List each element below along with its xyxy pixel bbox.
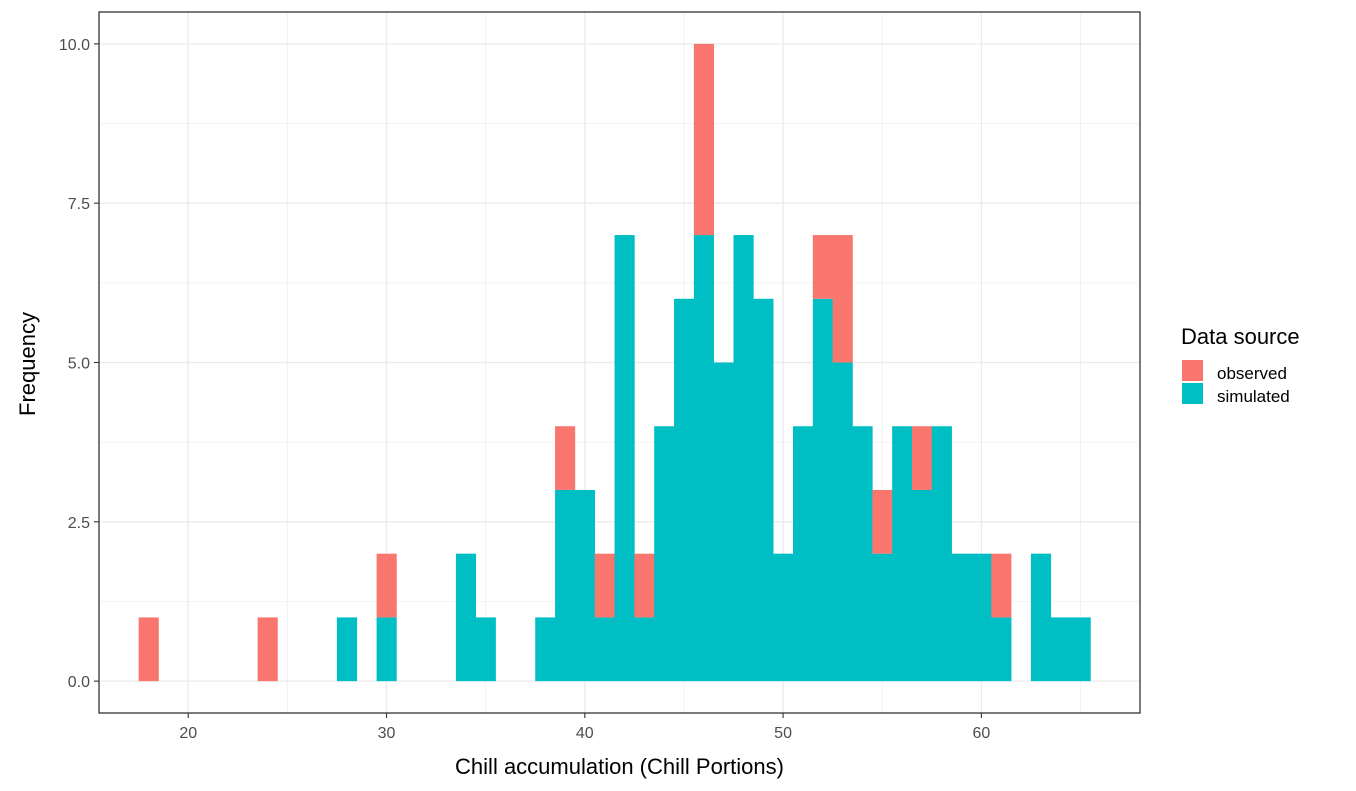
x-tick-label: 60 <box>972 725 990 742</box>
bar-simulated <box>733 235 754 682</box>
bar-observed <box>376 553 397 618</box>
bar-simulated <box>971 553 992 682</box>
bar-simulated <box>931 426 952 682</box>
bar-simulated <box>793 426 814 682</box>
legend-label-observed: observed <box>1217 364 1287 383</box>
y-tick-label: 2.5 <box>68 515 90 532</box>
bar-simulated <box>594 617 615 682</box>
bar-simulated <box>674 298 695 682</box>
bar-observed <box>634 553 655 618</box>
x-axis-title: Chill accumulation (Chill Portions) <box>455 754 784 779</box>
x-tick-label: 20 <box>179 725 197 742</box>
bar-simulated <box>892 426 913 682</box>
bar-simulated <box>455 553 477 682</box>
x-tick-label: 30 <box>378 725 396 742</box>
bar-simulated <box>475 617 496 682</box>
bar-simulated <box>336 617 358 682</box>
bar-simulated <box>753 298 774 682</box>
bar-observed <box>991 553 1012 618</box>
bar-simulated <box>872 553 893 682</box>
bar-observed <box>138 617 159 682</box>
histogram-bars <box>138 43 1091 682</box>
legend-label-simulated: simulated <box>1217 387 1290 406</box>
bar-simulated <box>832 362 853 682</box>
bar-observed <box>555 426 576 490</box>
bar-observed <box>812 235 833 299</box>
bar-simulated <box>1070 617 1091 682</box>
y-tick-label: 7.5 <box>68 196 90 213</box>
bar-simulated <box>1030 553 1052 682</box>
axis-ticks <box>94 43 982 718</box>
legend: Data source observed simulated <box>1181 324 1300 406</box>
bar-simulated <box>1050 617 1071 682</box>
legend-key-observed <box>1182 360 1203 381</box>
bar-observed <box>911 426 933 490</box>
y-axis-title: Frequency <box>15 312 40 416</box>
bar-simulated <box>634 617 655 682</box>
bar-simulated <box>535 617 556 682</box>
bar-observed <box>832 235 853 363</box>
y-tick-label: 0.0 <box>68 674 90 691</box>
bar-simulated <box>951 553 972 682</box>
bar-simulated <box>376 617 397 682</box>
bar-simulated <box>614 235 635 682</box>
bar-observed <box>594 553 615 618</box>
y-tick-label: 5.0 <box>68 356 90 373</box>
y-tick-label: 10.0 <box>59 37 90 54</box>
bar-simulated <box>654 426 675 682</box>
legend-key-simulated <box>1182 383 1203 404</box>
axis-tick-labels: 20 30 40 50 60 0.0 2.5 5.0 7.5 10.0 <box>59 37 991 742</box>
bar-simulated <box>773 553 794 682</box>
bar-simulated <box>574 489 596 682</box>
bar-observed <box>693 43 714 236</box>
bar-simulated <box>713 362 734 682</box>
bar-simulated <box>812 298 833 682</box>
bar-observed <box>257 617 278 682</box>
bar-simulated <box>852 426 873 682</box>
bar-observed <box>872 489 893 554</box>
bar-simulated <box>991 617 1012 682</box>
x-tick-label: 40 <box>576 725 594 742</box>
bar-simulated <box>911 489 933 682</box>
x-tick-label: 50 <box>774 725 792 742</box>
bar-simulated <box>693 235 714 682</box>
bar-simulated <box>555 489 576 682</box>
legend-title: Data source <box>1181 324 1300 349</box>
